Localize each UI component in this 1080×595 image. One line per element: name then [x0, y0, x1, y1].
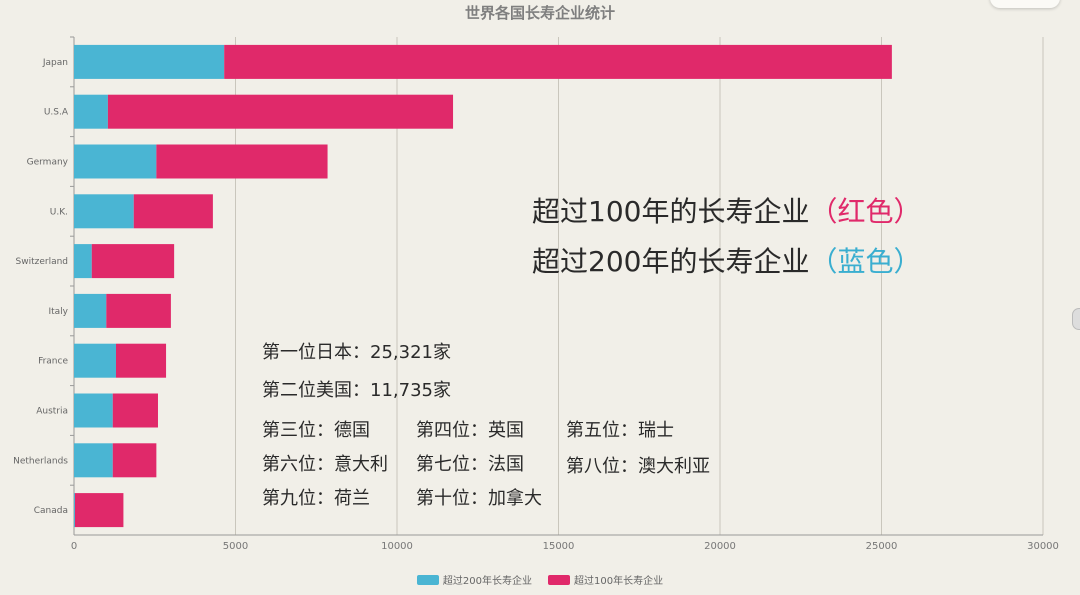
legend-label-200yr: 超过200年长寿企业	[442, 576, 532, 587]
side-scroll-handle[interactable]	[1072, 308, 1080, 330]
legend-item-200yr[interactable]: 超过200年长寿企业	[416, 572, 532, 587]
bar-200yr-austria	[74, 393, 113, 428]
y-category-label: Germany	[27, 158, 69, 168]
annotation-blue-text: 超过200年的长寿企业	[532, 245, 810, 278]
rank-9: 第九位：荷兰	[262, 488, 370, 509]
rank-5: 第五位：瑞士	[566, 420, 674, 441]
bar-200yr-uk	[74, 194, 134, 229]
bar-200yr-switzerland	[74, 244, 92, 279]
annotation-blue-line: 超过200年的长寿企业（蓝色）	[532, 240, 921, 280]
bar-200yr-netherlands	[74, 443, 113, 478]
rank-4: 第四位：英国	[416, 420, 524, 441]
bar-200yr-france	[74, 343, 116, 378]
rank-8: 第八位：澳大利亚	[566, 456, 710, 477]
y-category-label: Switzerland	[16, 257, 69, 267]
bar-100yr-italy	[106, 293, 171, 328]
annotation-blue-paren: （蓝色）	[809, 245, 922, 278]
y-category-label: Italy	[48, 307, 68, 317]
chart-legend: 超过200年长寿企业 超过100年长寿企业	[0, 572, 1080, 587]
bar-200yr-canada	[74, 493, 75, 528]
bar-100yr-canada	[74, 493, 124, 528]
annotation-red-line: 超过100年的长寿企业（红色）	[532, 190, 921, 230]
bar-100yr-germany	[156, 144, 328, 179]
bar-200yr-germany	[74, 144, 157, 179]
legend-item-100yr[interactable]: 超过100年长寿企业	[548, 572, 663, 587]
bar-100yr-uk	[133, 194, 213, 229]
browser-tab-edge	[990, 0, 1060, 8]
bar-100yr-austria	[112, 393, 158, 428]
rank-10: 第十位：加拿大	[416, 488, 542, 509]
legend-swatch-200yr	[416, 574, 439, 585]
annotation-red-text: 超过100年的长寿企业	[532, 195, 810, 228]
rank-6: 第六位：意大利	[262, 454, 388, 475]
x-tick-label: 30000	[1027, 541, 1059, 552]
y-category-label: U.S.A	[44, 108, 69, 118]
rank-2: 第二位美国：11,735家	[262, 380, 451, 401]
legend-label-100yr: 超过100年长寿企业	[574, 576, 664, 587]
rank-3: 第三位：德国	[262, 420, 370, 441]
bar-200yr-usa	[74, 94, 108, 129]
bar-100yr-switzerland	[91, 244, 175, 279]
y-category-label: Japan	[42, 58, 68, 68]
chart-title: 世界各国长寿企业统计	[464, 4, 615, 22]
rank-7: 第七位：法国	[416, 454, 524, 475]
annotation-red-paren: （红色）	[809, 195, 922, 228]
x-tick-label: 25000	[866, 541, 898, 552]
bar-100yr-usa	[107, 94, 454, 129]
bar-100yr-france	[115, 343, 167, 378]
x-tick-label: 20000	[704, 541, 736, 552]
y-category-label: Canada	[34, 506, 68, 516]
bar-200yr-japan	[74, 44, 225, 79]
y-category-label: Netherlands	[13, 456, 68, 466]
x-tick-label: 10000	[381, 541, 413, 552]
bar-100yr-japan	[224, 44, 892, 79]
y-category-label: U.K.	[50, 207, 68, 217]
x-tick-label: 5000	[223, 541, 248, 552]
y-category-label: Austria	[36, 407, 68, 417]
x-tick-label: 15000	[543, 541, 575, 552]
x-tick-label: 0	[71, 541, 77, 552]
bar-200yr-italy	[74, 293, 107, 328]
y-category-label: France	[38, 357, 68, 367]
legend-swatch-100yr	[548, 574, 570, 585]
rank-1: 第一位日本：25,321家	[262, 342, 451, 363]
bar-100yr-netherlands	[112, 443, 157, 478]
